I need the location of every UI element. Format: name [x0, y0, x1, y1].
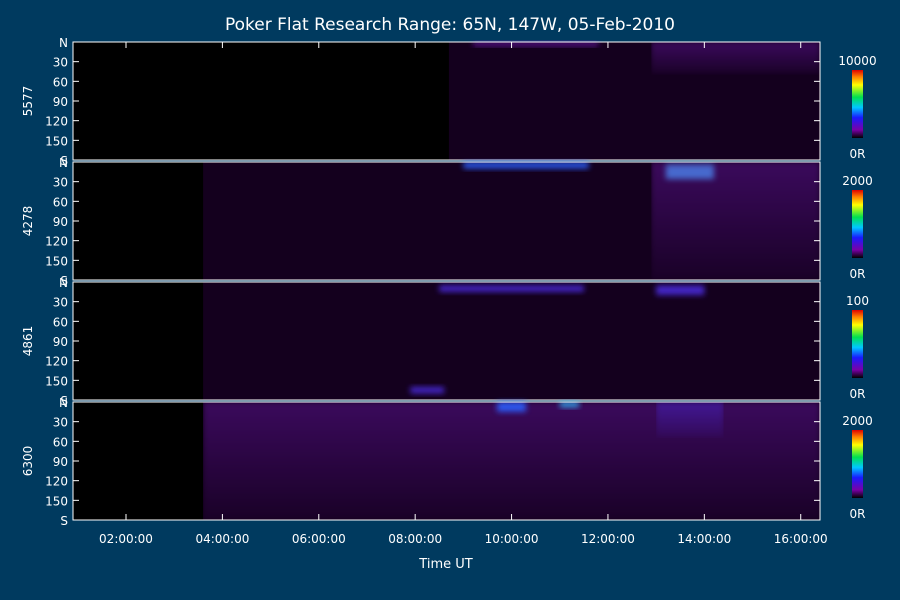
intensity-feature: [203, 402, 821, 520]
y-tick-label: S: [60, 514, 68, 528]
colorbar-min-label: 0R: [850, 387, 866, 401]
panel-6300: N 30 60 90 120 150 S 6300 2000 0R: [21, 396, 873, 528]
y-tick-label: 30: [53, 416, 68, 430]
colorbar: [852, 430, 863, 498]
panel-wavelength-label: 5577: [21, 86, 35, 117]
panel-5577: N 30 60 90 120 150 S 5577 10000 0R: [21, 36, 877, 168]
panels-group: N 30 60 90 120 150 S 5577 10000 0R N 30 60 90 120 150 S 4…: [21, 36, 877, 528]
intensity-feature: [656, 285, 705, 296]
intensity-feature: [410, 386, 445, 394]
y-tick-label: N: [59, 276, 68, 290]
intensity-feature: [497, 402, 527, 412]
panel-4861: N 30 60 90 120 150 S 4861 100 0R: [21, 276, 869, 408]
y-tick-label: S: [60, 274, 68, 288]
y-tick-label: N: [59, 156, 68, 170]
colorbar-max-label: 100: [846, 294, 869, 308]
y-tick-label: 120: [45, 115, 68, 129]
intensity-feature: [473, 42, 599, 46]
colorbar-max-label: 2000: [842, 174, 873, 188]
y-tick-label: 150: [45, 374, 68, 388]
y-tick-label: 60: [53, 75, 68, 89]
y-tick-label: 90: [53, 455, 68, 469]
x-tick-label: 02:00:00: [99, 532, 153, 546]
y-tick-label: 120: [45, 235, 68, 249]
y-tick-label: 150: [45, 494, 68, 508]
y-tick-label: 30: [53, 296, 68, 310]
x-axis: 02:00:00 04:00:00 06:00:00 08:00:00 10:00:00…: [99, 42, 828, 546]
x-tick-label: 04:00:00: [195, 532, 249, 546]
x-axis-label: Time UT: [418, 557, 472, 572]
x-tick-label: 16:00:00: [774, 532, 828, 546]
intensity-feature: [559, 402, 580, 408]
colorbar: [852, 190, 863, 258]
y-tick-label: 120: [45, 475, 68, 489]
colorbar-max-label: 10000: [838, 54, 876, 68]
panel-wavelength-label: 6300: [21, 446, 35, 477]
intensity-feature: [651, 162, 820, 280]
y-tick-label: 60: [53, 315, 68, 329]
colorbar-min-label: 0R: [850, 507, 866, 521]
intensity-feature: [463, 162, 589, 169]
y-tick-label: 30: [53, 56, 68, 70]
intensity-feature: [651, 42, 820, 75]
chart-title: Poker Flat Research Range: 65N, 147W, 05…: [225, 15, 675, 35]
intensity-feature: [439, 285, 584, 292]
x-tick-label: 12:00:00: [581, 532, 635, 546]
colorbar-min-label: 0R: [850, 147, 866, 161]
y-tick-label: 90: [53, 335, 68, 349]
y-tick-label: S: [60, 394, 68, 408]
y-tick-label: 150: [45, 134, 68, 148]
data-region: [203, 282, 821, 400]
colorbar: [852, 310, 863, 378]
y-tick-label: 30: [53, 176, 68, 190]
x-tick-label: 14:00:00: [677, 532, 731, 546]
x-tick-label: 08:00:00: [388, 532, 442, 546]
y-tick-label: 90: [53, 95, 68, 109]
y-tick-label: 60: [53, 435, 68, 449]
panel-4278: N 30 60 90 120 150 S 4278 2000 0R: [21, 156, 873, 288]
y-tick-label: 90: [53, 215, 68, 229]
panel-wavelength-label: 4278: [21, 206, 35, 237]
x-tick-label: 06:00:00: [292, 532, 346, 546]
y-tick-label: S: [60, 154, 68, 168]
y-tick-label: 150: [45, 254, 68, 268]
colorbar: [852, 70, 863, 138]
x-tick-label: 10:00:00: [485, 532, 539, 546]
y-tick-label: 120: [45, 355, 68, 369]
y-tick-label: 60: [53, 195, 68, 209]
colorbar-max-label: 2000: [842, 414, 873, 428]
y-tick-label: N: [59, 36, 68, 50]
colorbar-min-label: 0R: [850, 267, 866, 281]
y-tick-label: N: [59, 396, 68, 410]
intensity-feature: [656, 402, 724, 439]
panel-wavelength-label: 4861: [21, 326, 35, 357]
